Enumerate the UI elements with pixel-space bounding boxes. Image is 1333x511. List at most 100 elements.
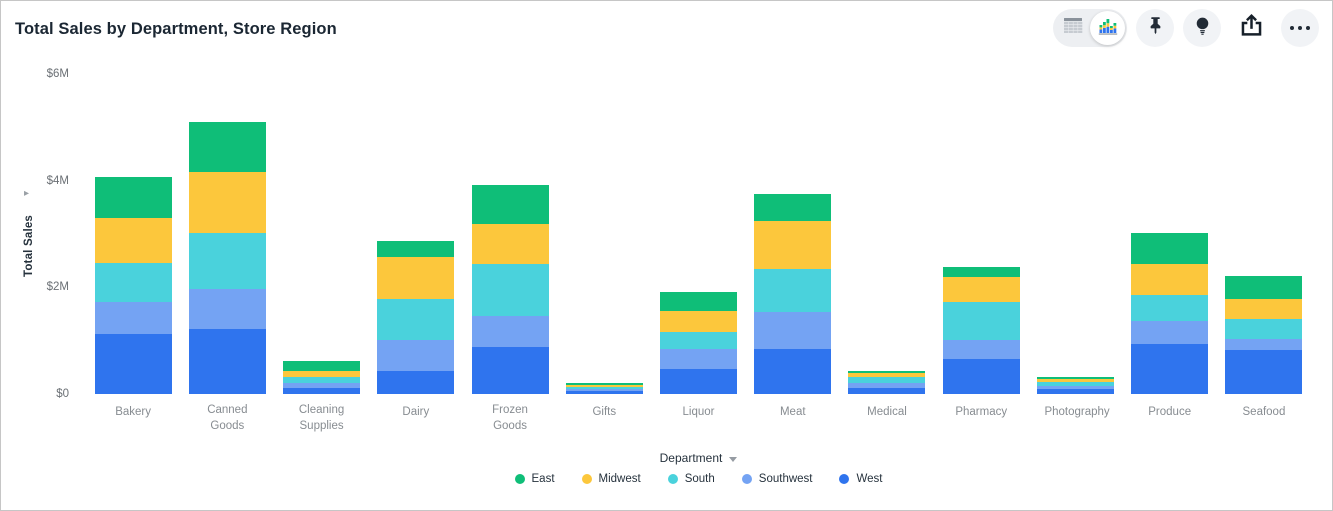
x-axis-control[interactable]: Department [86, 451, 1311, 465]
bar-frozen-goods[interactable] [471, 185, 549, 394]
more-button[interactable] [1281, 9, 1319, 47]
segment-east[interactable] [377, 240, 455, 257]
segment-south[interactable] [1036, 381, 1114, 387]
bar-liquor[interactable] [660, 291, 738, 394]
segment-southwest[interactable] [188, 289, 266, 329]
segment-southwest[interactable] [565, 388, 643, 391]
legend-swatch [581, 474, 592, 484]
segment-midwest[interactable] [660, 310, 738, 333]
segment-southwest[interactable] [283, 383, 361, 389]
segment-east[interactable] [754, 193, 832, 221]
segment-southwest[interactable] [754, 311, 832, 349]
bar-slot [651, 74, 745, 394]
chart-view-button[interactable] [1090, 11, 1125, 45]
segment-midwest[interactable] [94, 217, 172, 264]
category-axis: Bakery Canned Goods Cleaning Supplies Dairy… [86, 402, 1311, 435]
segment-south[interactable] [1225, 318, 1303, 339]
segment-southwest[interactable] [1131, 320, 1209, 345]
segment-west[interactable] [377, 370, 455, 394]
segment-west[interactable] [1131, 344, 1209, 394]
bar-produce[interactable] [1131, 232, 1209, 394]
segment-west[interactable] [471, 347, 549, 394]
segment-east[interactable] [283, 361, 361, 371]
segment-east[interactable] [565, 382, 643, 385]
segment-west[interactable] [942, 359, 1020, 394]
segment-west[interactable] [565, 390, 643, 394]
segment-southwest[interactable] [660, 349, 738, 369]
bar-gifts[interactable] [565, 382, 643, 394]
segment-south[interactable] [942, 302, 1020, 341]
segment-east[interactable] [1225, 275, 1303, 300]
segment-west[interactable] [1225, 350, 1303, 394]
segment-south[interactable] [377, 298, 455, 341]
lightbulb-button[interactable] [1183, 9, 1221, 47]
segment-west[interactable] [754, 348, 832, 394]
segment-east[interactable] [188, 122, 266, 173]
segment-west[interactable] [660, 368, 738, 394]
bar-bakery[interactable] [94, 177, 172, 394]
segment-west[interactable] [848, 387, 926, 394]
table-view-button[interactable] [1055, 11, 1090, 45]
segment-west[interactable] [283, 388, 361, 394]
segment-southwest[interactable] [942, 340, 1020, 360]
segment-southwest[interactable] [1036, 386, 1114, 390]
bar-slot [934, 74, 1028, 394]
segment-midwest[interactable] [377, 256, 455, 299]
segment-west[interactable] [94, 334, 172, 394]
segment-east[interactable] [660, 291, 738, 311]
segment-east[interactable] [94, 177, 172, 218]
segment-southwest[interactable] [377, 340, 455, 371]
segment-south[interactable] [188, 232, 266, 290]
segment-south[interactable] [471, 263, 549, 317]
segment-east[interactable] [848, 370, 926, 373]
bar-medical[interactable] [848, 370, 926, 394]
legend-item-midwest[interactable]: Midwest [581, 473, 641, 485]
segment-east[interactable] [942, 267, 1020, 277]
segment-south[interactable] [660, 332, 738, 350]
bar-cleaning-supplies[interactable] [283, 361, 361, 394]
segment-south[interactable] [283, 377, 361, 384]
segment-midwest[interactable] [1036, 378, 1114, 382]
segment-south[interactable] [1131, 295, 1209, 321]
legend-swatch [514, 474, 525, 484]
segment-southwest[interactable] [94, 302, 172, 335]
legend-item-south[interactable]: South [667, 473, 715, 485]
pin-button[interactable] [1136, 9, 1174, 47]
segment-midwest[interactable] [1225, 299, 1303, 319]
segment-midwest[interactable] [942, 276, 1020, 303]
segment-southwest[interactable] [848, 382, 926, 388]
segment-east[interactable] [1131, 232, 1209, 264]
legend-item-southwest[interactable]: Southwest [741, 473, 812, 485]
segment-midwest[interactable] [848, 372, 926, 377]
bar-photography[interactable] [1036, 376, 1114, 394]
legend-item-west[interactable]: West [839, 473, 882, 485]
bar-slot [86, 74, 180, 394]
segment-east[interactable] [1036, 376, 1114, 379]
segment-south[interactable] [754, 269, 832, 312]
bar-meat[interactable] [754, 193, 832, 394]
segment-west[interactable] [1036, 389, 1114, 394]
segment-midwest[interactable] [188, 172, 266, 233]
segment-midwest[interactable] [471, 223, 549, 264]
legend-item-east[interactable]: East [514, 473, 555, 485]
category-label: Dairy [402, 406, 430, 418]
segment-southwest[interactable] [471, 316, 549, 348]
bar-dairy[interactable] [377, 240, 455, 394]
bar-seafood[interactable] [1225, 275, 1303, 394]
bar-canned-goods[interactable] [188, 122, 266, 394]
segment-southwest[interactable] [1225, 338, 1303, 351]
segment-midwest[interactable] [565, 384, 643, 387]
segment-midwest[interactable] [754, 220, 832, 270]
segment-south[interactable] [94, 263, 172, 303]
bar-pharmacy[interactable] [942, 267, 1020, 394]
segment-south[interactable] [848, 376, 926, 383]
segment-midwest[interactable] [1131, 263, 1209, 296]
y-axis-title[interactable]: Total Sales [23, 214, 35, 278]
segment-west[interactable] [188, 328, 266, 394]
segment-midwest[interactable] [283, 370, 361, 378]
bar-slot [840, 74, 934, 394]
segment-east[interactable] [471, 185, 549, 224]
legend-swatch [667, 474, 678, 484]
segment-south[interactable] [565, 386, 643, 389]
share-button[interactable] [1230, 9, 1272, 47]
